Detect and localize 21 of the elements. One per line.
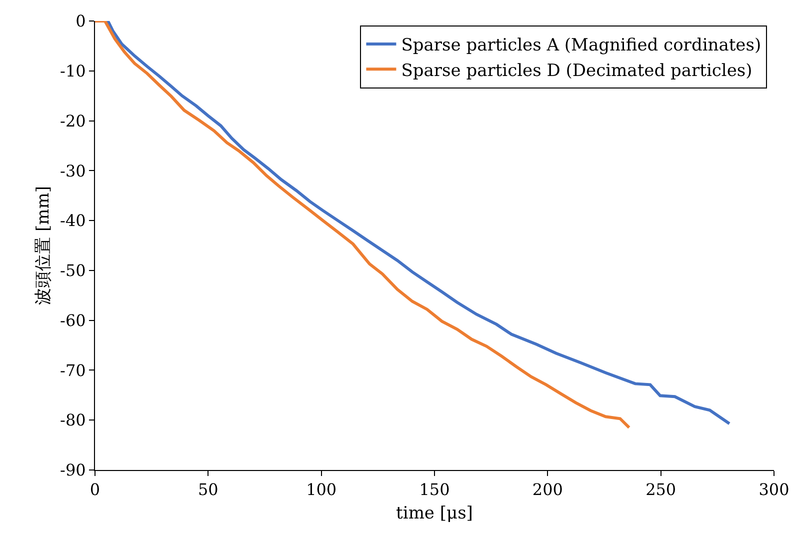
y-tick-label: -50 <box>60 261 86 280</box>
x-tick-label: 300 <box>758 480 790 500</box>
y-axis-title: 波頭位置 [mm] <box>34 186 54 305</box>
y-tick-label: -20 <box>60 111 86 130</box>
x-tick-label: 100 <box>306 480 337 500</box>
y-tick-label: 0 <box>76 12 86 31</box>
legend-label: Sparse particles D (Decimated particles) <box>401 60 752 81</box>
y-tick-label: -40 <box>60 211 86 230</box>
x-tick-label: 250 <box>646 480 676 500</box>
x-tick-label: 200 <box>532 480 563 500</box>
y-tick-label: -80 <box>60 410 86 430</box>
x-tick-label: 50 <box>198 480 218 500</box>
x-axis-title: time [μs] <box>396 504 473 524</box>
legend-label: Sparse particles A (Magnified cordinates) <box>401 36 762 56</box>
y-tick-label: -90 <box>60 460 86 480</box>
y-tick-label: -60 <box>60 310 86 330</box>
y-tick-label: -10 <box>60 61 86 80</box>
y-tick-label: -30 <box>60 161 86 180</box>
x-tick-label: 150 <box>419 480 450 500</box>
x-tick-label: 0 <box>90 480 100 500</box>
y-tick-label: -70 <box>60 360 86 380</box>
